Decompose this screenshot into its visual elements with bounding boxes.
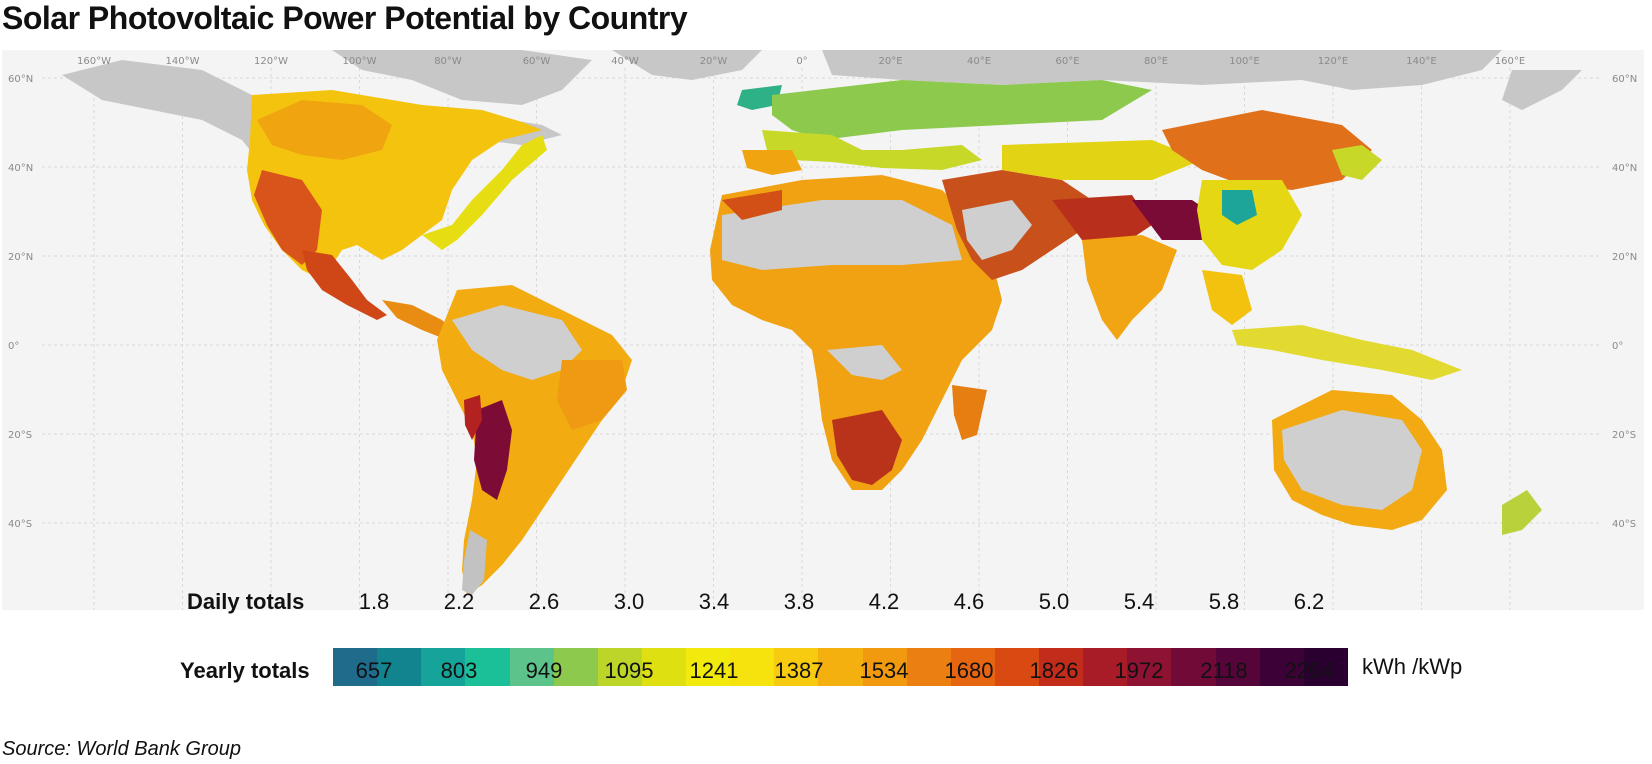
daily-tick-label: 2.2 [443,589,475,614]
color-swatch [862,648,907,686]
color-swatch [1127,648,1172,686]
yearly-tick-label: 1972 [1114,658,1164,683]
map-title: Solar Photovoltaic Power Potential by Co… [2,0,688,36]
latitude-label-right: 0° [1612,341,1623,352]
color-swatch [906,648,951,686]
color-swatch [1083,648,1128,686]
color-swatch [333,648,378,686]
color-swatch [686,648,731,686]
color-swatch [597,648,642,686]
latitude-label-right: 40°N [1612,163,1637,174]
longitude-label: 140°E [1406,56,1436,67]
color-swatch [377,648,422,686]
africa [710,175,1002,490]
longitude-label: 40°E [967,56,991,67]
color-swatch [818,648,863,686]
latitude-label-left: 20°S [8,430,32,441]
longitude-label: 120°W [254,56,288,67]
latitude-label-left: 0° [8,341,19,352]
daily-tick-label: 3.8 [783,589,815,614]
daily-tick-label: 3.0 [613,589,645,614]
color-swatch [553,648,598,686]
source-note: Source: World Bank Group [2,738,241,760]
daily-tick-label: 2.6 [528,589,560,614]
longitude-label: 120°E [1318,56,1348,67]
color-swatch [1259,648,1304,686]
color-swatch [641,648,686,686]
australia [1272,390,1542,535]
color-swatch [465,648,510,686]
color-swatch [774,648,819,686]
yearly-tick-label: 803 [440,658,478,683]
latitude-label-left: 20°N [8,252,33,263]
latitude-label-right: 60°N [1612,74,1637,85]
daily-tick-label: 5.4 [1123,589,1155,614]
longitude-label: 160°W [77,56,111,67]
yearly-tick-label: 1387 [774,658,824,683]
color-swatch [950,648,995,686]
color-scale-bar [333,648,1348,686]
longitude-label: 160°E [1495,56,1525,67]
longitude-label: 0° [796,56,807,67]
world-map: 160°W 140°W 120°W 100°W 80°W 60°W 40°W 20°W 0° 20… [2,50,1644,610]
longitude-label: 80°E [1144,56,1168,67]
yearly-tick-label: 1680 [944,658,994,683]
yearly-tick-label: 1095 [604,658,654,683]
longitude-label: 60°E [1055,56,1079,67]
latitude-label-left: 40°N [8,163,33,174]
daily-tick-label: 1.8 [358,589,390,614]
south-america [437,285,632,595]
longitude-label: 20°W [700,56,728,67]
color-swatch [994,648,1039,686]
color-swatch [730,648,775,686]
color-swatch [509,648,554,686]
color-swatch [1039,648,1084,686]
longitude-label: 140°W [166,56,200,67]
middle-east [942,140,1202,280]
yearly-totals-label: Yearly totals [180,658,310,683]
yearly-tick-label: 1826 [1029,658,1079,683]
longitude-label: 100°E [1229,56,1259,67]
color-swatch [1303,648,1348,686]
longitude-label: 40°W [611,56,639,67]
north-america [247,90,547,340]
daily-tick-label: 3.4 [698,589,730,614]
color-swatch [1215,648,1260,686]
color-swatch [1171,648,1216,686]
longitude-label: 80°W [434,56,462,67]
latitude-label-right: 20°S [1612,430,1636,441]
yearly-tick-label: 657 [355,658,393,683]
daily-tick-label: 4.2 [868,589,900,614]
latitude-label-left: 60°N [8,74,33,85]
daily-tick-label: 5.8 [1208,589,1240,614]
longitude-label: 100°W [343,56,377,67]
yearly-tick-label: 2264 [1284,658,1334,683]
asia [1082,110,1462,380]
yearly-tick-label: 1241 [689,658,739,683]
yearly-tick-label: 1534 [859,658,909,683]
longitude-label: 60°W [523,56,551,67]
unit-label: kWh /kWp [1362,654,1463,679]
yearly-tick-label: 2118 [1200,658,1248,683]
yearly-tick-label: 949 [525,658,563,683]
latitude-label-left: 40°S [8,519,32,530]
color-swatch [421,648,466,686]
longitude-label: 20°E [878,56,902,67]
daily-tick-label: 6.2 [1293,589,1325,614]
latitude-label-right: 20°N [1612,252,1637,263]
daily-tick-label: 4.6 [953,589,985,614]
europe [737,80,1152,175]
daily-tick-label: 5.0 [1038,589,1070,614]
latitude-label-right: 40°S [1612,519,1636,530]
daily-totals-label: Daily totals [187,589,305,614]
